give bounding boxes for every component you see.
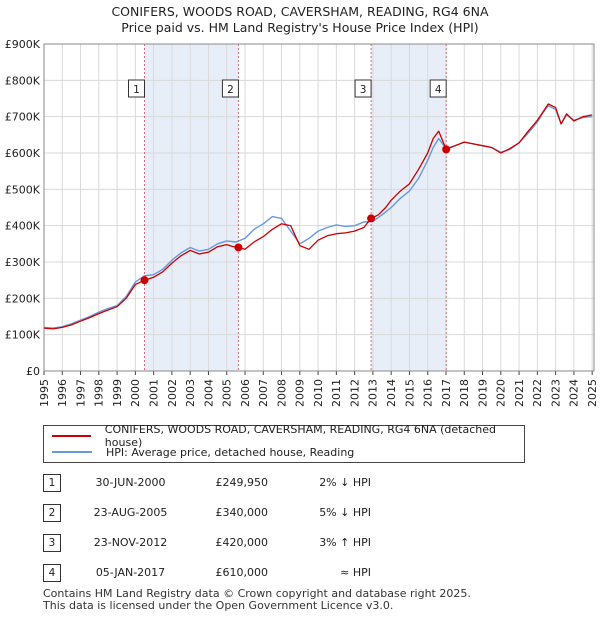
x-tick-label: 2007 [257,379,270,407]
footer-attribution: Contains HM Land Registry data © Crown c… [43,588,471,612]
x-tick-label: 2018 [458,379,471,407]
legend-entry-hpi: HPI: Average price, detached house, Read… [52,444,354,460]
sale-hpi-diff: 2% ↓ HPI [319,476,371,489]
legend-label-property: CONIFERS, WOODS ROAD, CAVERSHAM, READING… [104,423,496,449]
x-tick-label: 2024 [568,379,581,407]
y-tick-label: £400K [5,220,41,233]
x-tick-label: 2022 [531,379,544,407]
legend-swatch-property [52,435,91,437]
footer-line-copyright: Contains HM Land Registry data © Crown c… [43,587,471,600]
sale-point [234,243,243,252]
sale-date: 23-NOV-2012 [93,536,168,549]
sale-label-text: 2 [227,84,234,96]
x-tick-label: 2003 [184,379,197,407]
x-tick-label: 2015 [403,379,416,407]
legend-label-hpi: HPI: Average price, detached house, Read… [106,445,355,459]
y-tick-label: £900K [5,38,41,51]
legend-entry-property: CONIFERS, WOODS ROAD, CAVERSHAM, READING… [52,423,524,449]
x-tick-label: 2020 [495,379,508,407]
sale-label-text: 3 [360,84,367,96]
sale-label-box [127,79,145,98]
y-tick-label: £0 [26,365,40,378]
y-tick-label: £300K [5,256,41,269]
x-tick-label: 2005 [221,379,234,407]
x-tick-label: 2023 [549,379,562,407]
sale-row: 1 30-JUN-2000 £249,950 2% ↓ HPI [43,470,583,498]
x-tick-label: 1999 [111,379,124,407]
price-chart: £0 £100K £200K £300K £400K £500K £600K £700K £80… [5,38,599,407]
y-tick-label: £600K [5,147,41,160]
sale-label-text: 1 [133,84,140,96]
x-tick-label: 2006 [239,379,252,407]
x-tick-label: 1997 [74,379,87,407]
sale-hpi-diff: 5% ↓ HPI [319,506,371,519]
sale-label-box [429,79,447,98]
plot-frame [43,43,595,372]
chart-subtitle: Price paid vs. HM Land Registry's House … [121,20,479,35]
sale-number-badge: 4 [43,564,61,582]
sale-point [367,214,376,223]
sale-date: 05-JAN-2017 [95,566,166,579]
y-tick-label: £700K [5,111,41,124]
y-tick-label: £500K [5,183,41,196]
sale-date: 30-JUN-2000 [95,476,166,489]
x-tick-label: 2011 [330,379,343,407]
sale-row: 3 23-NOV-2012 £420,000 3% ↑ HPI [43,530,583,558]
y-tick-label: £800K [5,74,41,87]
x-tick-label: 2004 [202,379,215,407]
y-tick-label: £200K [5,292,41,305]
ownership-band-1 [144,44,239,371]
sale-number-badge: 3 [43,534,61,552]
x-tick-label: 2025 [586,379,599,407]
sale-hpi-diff: 3% ↑ HPI [319,536,371,549]
x-tick-label: 2021 [513,379,526,407]
x-tick-label: 2008 [275,379,288,407]
sale-row: 2 23-AUG-2005 £340,000 5% ↓ HPI [43,500,583,528]
x-tick-label: 2016 [422,379,435,407]
x-tick-label: 2009 [294,379,307,407]
x-tick-label: 2017 [440,379,453,407]
sale-row: 4 05-JAN-2017 £610,000 ≈ HPI [43,560,583,588]
x-tick-label: 2010 [312,379,325,407]
sale-point [442,145,451,154]
sale-hpi-diff: ≈ HPI [340,566,371,579]
ownership-band-2 [371,44,447,371]
x-tick-label: 1995 [38,379,51,407]
x-tick-label: 2002 [166,379,179,407]
footer-line-licence: This data is licensed under the Open Gov… [43,599,394,612]
x-tick-label: 2001 [147,379,160,407]
sale-label-box [354,79,372,98]
sale-label-box [221,79,239,98]
sale-price: £420,000 [215,536,269,549]
legend-swatch-hpi [52,451,92,453]
x-tick-label: 2000 [129,379,142,407]
sale-price: £610,000 [215,566,269,579]
sale-number-badge: 1 [43,474,61,492]
x-tick-label: 2014 [385,379,398,407]
x-tick-label: 2012 [348,379,361,407]
sale-price: £340,000 [215,506,269,519]
y-tick-label: £100K [5,329,41,342]
x-tick-label: 1996 [56,379,69,407]
sale-point [140,276,149,285]
chart-legend: CONIFERS, WOODS ROAD, CAVERSHAM, READING… [43,423,525,463]
sale-label-text: 4 [435,84,442,96]
x-tick-label: 2013 [367,379,380,407]
x-tick-label: 2019 [476,379,489,407]
chart-title-address: CONIFERS, WOODS ROAD, CAVERSHAM, READING… [111,4,489,19]
sale-number-badge: 2 [43,504,61,522]
sale-date: 23-AUG-2005 [93,506,168,519]
sale-price: £249,950 [215,476,269,489]
x-tick-label: 1998 [93,379,106,407]
